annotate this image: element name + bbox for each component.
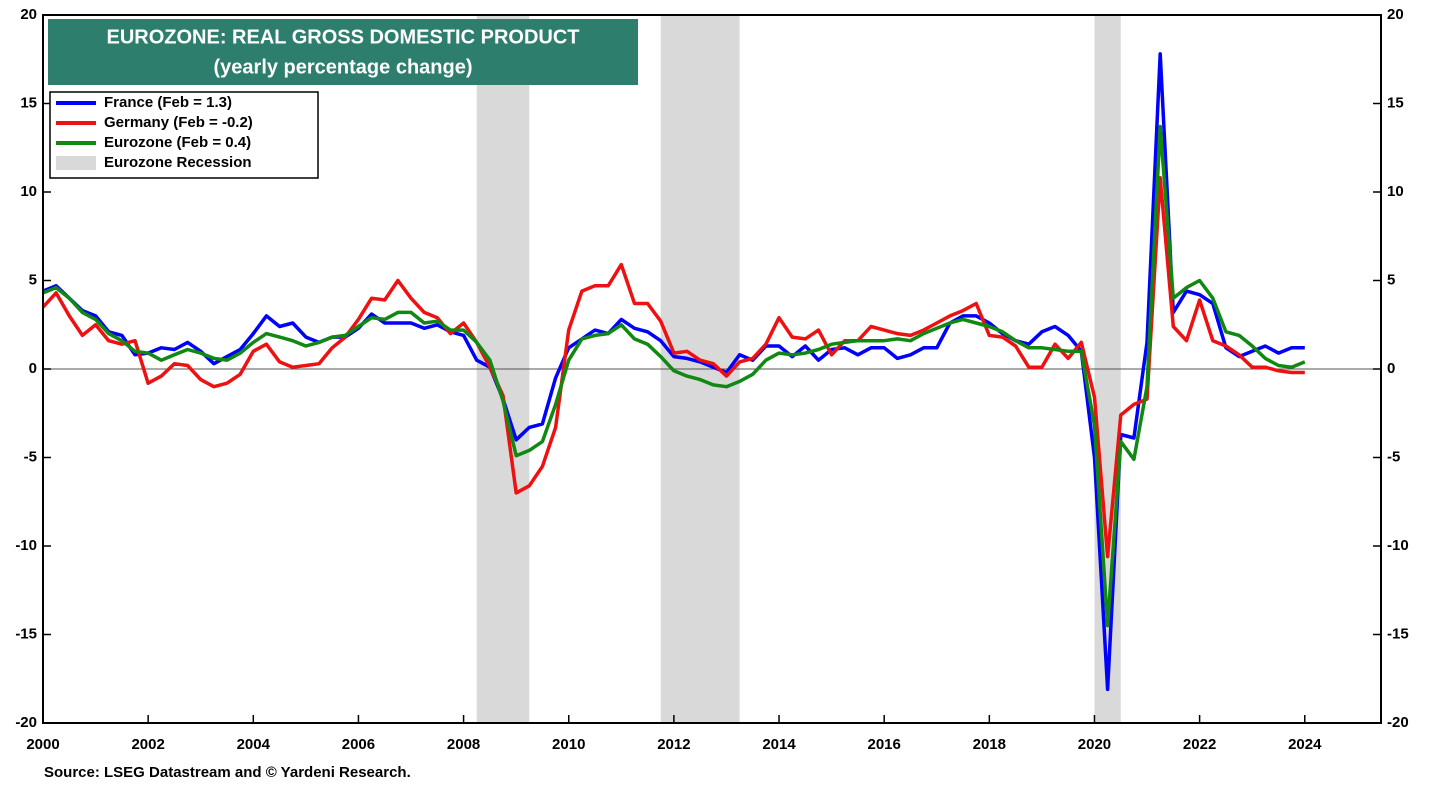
title-box [48,19,638,85]
legend-label: Eurozone (Feb = 0.4) [104,134,251,151]
x-tick-label: 2008 [447,736,480,753]
x-tick-label: 2024 [1288,736,1322,753]
y-tick-label: -20 [15,714,37,731]
y2-tick-label: -20 [1387,714,1409,731]
x-tick-label: 2022 [1183,736,1216,753]
x-tick-label: 2016 [867,736,900,753]
x-tick-label: 2000 [26,736,59,753]
y2-tick-label: 15 [1387,94,1404,111]
y2-tick-label: -15 [1387,625,1409,642]
y2-tick-label: -5 [1387,448,1400,465]
y2-tick-label: 20 [1387,6,1404,23]
legend-label: Germany (Feb = -0.2) [104,114,253,131]
y2-tick-label: 5 [1387,271,1395,288]
y-tick-label: -10 [15,537,37,554]
x-tick-label: 2020 [1078,736,1111,753]
legend-swatch [56,156,96,170]
series-line [42,124,1306,628]
source: Source: LSEG Datastream and © Yardeni Re… [44,764,411,781]
y-tick-label: 10 [20,183,37,200]
y-tick-label: -15 [15,625,37,642]
chart-title: EUROZONE: REAL GROSS DOMESTIC PRODUCT [107,26,580,48]
x-tick-label: 2002 [131,736,164,753]
x-tick-label: 2010 [552,736,585,753]
y2-tick-label: -10 [1387,537,1409,554]
y2-tick-label: 0 [1387,360,1395,377]
x-tick-label: 2004 [237,736,271,753]
x-tick-label: 2012 [657,736,690,753]
y-tick-label: -5 [24,448,37,465]
chart-subtitle: (yearly percentage change) [214,56,473,78]
legend-label: France (Feb = 1.3) [104,94,232,111]
y-tick-label: 15 [20,94,37,111]
y-tick-label: 20 [20,6,37,23]
series-line [41,176,1305,559]
x-tick-label: 2014 [762,736,796,753]
plot-frame [42,14,1382,724]
y-tick-label: 0 [29,360,37,377]
series-line [42,52,1305,692]
y-tick-label: 5 [29,271,37,288]
x-tick-label: 2006 [342,736,375,753]
y2-tick-label: 10 [1387,183,1404,200]
legend-label: Eurozone Recession [104,154,252,171]
x-tick-label: 2018 [973,736,1006,753]
